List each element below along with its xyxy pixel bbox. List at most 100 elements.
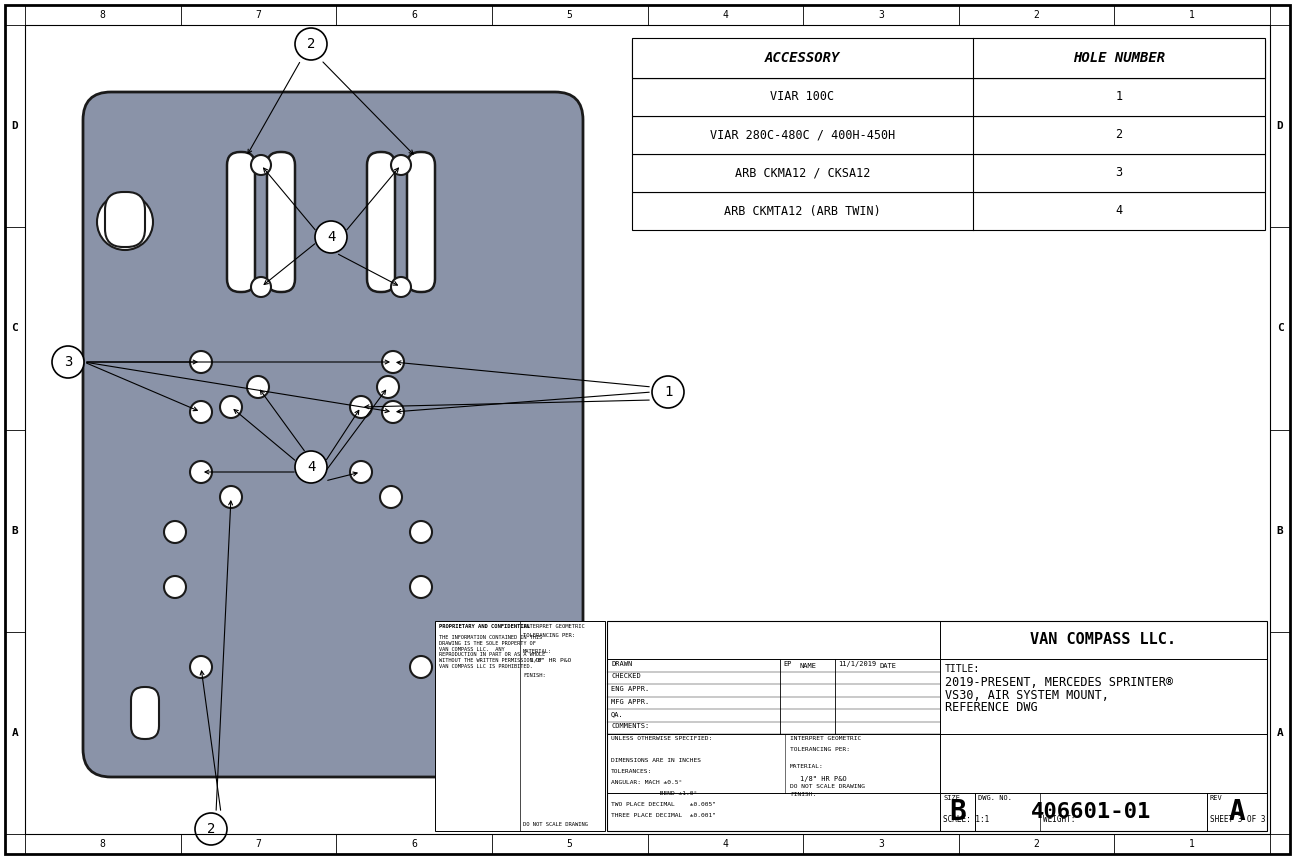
FancyBboxPatch shape <box>83 92 583 777</box>
Circle shape <box>97 194 153 250</box>
Text: NAME: NAME <box>799 663 816 669</box>
Text: ANGULAR: MACH ±0.5°: ANGULAR: MACH ±0.5° <box>611 780 682 785</box>
Text: B: B <box>12 526 18 536</box>
Circle shape <box>315 221 347 253</box>
Text: B: B <box>1277 526 1283 536</box>
Text: 4: 4 <box>723 839 728 849</box>
Text: SHEET 3 OF 3: SHEET 3 OF 3 <box>1210 814 1265 824</box>
Text: 1: 1 <box>1189 10 1195 20</box>
Text: SCALE: 1:1: SCALE: 1:1 <box>943 814 989 824</box>
Circle shape <box>190 656 212 678</box>
Text: COMMENTS:: COMMENTS: <box>611 723 649 729</box>
Text: 5: 5 <box>567 10 572 20</box>
Circle shape <box>377 376 399 398</box>
Text: 2: 2 <box>1115 129 1123 142</box>
Circle shape <box>411 576 433 598</box>
Text: 6: 6 <box>411 839 417 849</box>
Circle shape <box>382 401 404 423</box>
Text: 6: 6 <box>411 10 417 20</box>
Text: 4: 4 <box>307 460 315 474</box>
Text: INTERPRET GEOMETRIC: INTERPRET GEOMETRIC <box>523 624 585 629</box>
Bar <box>607 621 1267 831</box>
Circle shape <box>295 451 328 483</box>
Text: MATERIAL:: MATERIAL: <box>790 764 824 769</box>
Circle shape <box>379 486 401 508</box>
Circle shape <box>196 813 227 845</box>
Text: TITLE:: TITLE: <box>945 664 980 674</box>
FancyBboxPatch shape <box>407 152 435 292</box>
Circle shape <box>220 396 242 418</box>
Text: 406601-01: 406601-01 <box>1031 802 1151 822</box>
Text: TOLERANCES:: TOLERANCES: <box>611 769 653 774</box>
Text: 3: 3 <box>63 355 73 369</box>
Text: 8: 8 <box>100 839 106 849</box>
Circle shape <box>651 376 684 408</box>
Text: REV: REV <box>1210 795 1222 801</box>
Text: 5: 5 <box>567 839 572 849</box>
FancyBboxPatch shape <box>227 152 255 292</box>
FancyBboxPatch shape <box>105 192 145 247</box>
Bar <box>632 192 1265 230</box>
Circle shape <box>220 486 242 508</box>
Text: 7: 7 <box>255 10 262 20</box>
Text: 1: 1 <box>1189 839 1195 849</box>
Text: EP: EP <box>783 661 791 667</box>
Text: D: D <box>1277 121 1283 131</box>
Circle shape <box>251 155 271 175</box>
Circle shape <box>382 351 404 373</box>
Text: 1: 1 <box>1115 90 1123 103</box>
Circle shape <box>411 656 433 678</box>
Text: 2: 2 <box>207 822 215 836</box>
Circle shape <box>350 396 372 418</box>
Text: SIZE: SIZE <box>943 795 960 801</box>
Text: 3: 3 <box>878 10 884 20</box>
Text: VIAR 280C-480C / 400H-450H: VIAR 280C-480C / 400H-450H <box>710 129 895 142</box>
FancyBboxPatch shape <box>508 687 535 739</box>
FancyBboxPatch shape <box>267 152 295 292</box>
Text: ARB CKMTA12 (ARB TWIN): ARB CKMTA12 (ARB TWIN) <box>724 204 881 217</box>
Text: 8: 8 <box>100 10 106 20</box>
Text: CHECKED: CHECKED <box>611 673 641 679</box>
Bar <box>435 621 605 831</box>
Text: 2: 2 <box>1033 10 1040 20</box>
Circle shape <box>391 155 411 175</box>
Text: DO NOT SCALE DRAWING: DO NOT SCALE DRAWING <box>523 822 588 827</box>
Text: VAN COMPASS LLC.: VAN COMPASS LLC. <box>1031 632 1176 648</box>
Text: 3: 3 <box>878 839 884 849</box>
Circle shape <box>247 376 269 398</box>
FancyBboxPatch shape <box>366 152 395 292</box>
Text: DRAWN: DRAWN <box>611 661 632 667</box>
Text: B: B <box>949 798 966 826</box>
Bar <box>632 40 1265 78</box>
Text: VIAR 100C: VIAR 100C <box>771 90 834 103</box>
Text: 11/1/2019: 11/1/2019 <box>838 661 877 667</box>
FancyBboxPatch shape <box>131 687 159 739</box>
Circle shape <box>164 576 186 598</box>
Text: 4: 4 <box>1115 204 1123 217</box>
Text: FINISH:: FINISH: <box>790 792 816 797</box>
Text: 4: 4 <box>723 10 728 20</box>
Text: 3: 3 <box>1115 167 1123 180</box>
Text: BEND ±1.0°: BEND ±1.0° <box>611 791 697 796</box>
Text: A: A <box>1229 798 1246 826</box>
Text: DWG. NO.: DWG. NO. <box>978 795 1011 801</box>
Text: ARB CKMA12 / CKSA12: ARB CKMA12 / CKSA12 <box>734 167 870 180</box>
Text: TWO PLACE DECIMAL    ±0.005": TWO PLACE DECIMAL ±0.005" <box>611 802 716 807</box>
Text: INTERPRET GEOMETRIC: INTERPRET GEOMETRIC <box>790 736 861 741</box>
Text: TOLERANCING PER:: TOLERANCING PER: <box>790 747 850 752</box>
Text: A: A <box>12 728 18 738</box>
Text: WEIGHT:: WEIGHT: <box>1042 814 1075 824</box>
Bar <box>632 78 1265 116</box>
Text: ACCESSORY: ACCESSORY <box>765 51 840 65</box>
Text: THE INFORMATION CONTAINED IN THIS
DRAWING IS THE SOLE PROPERTY OF
VAN COMPASS LL: THE INFORMATION CONTAINED IN THIS DRAWIN… <box>439 635 545 669</box>
Text: HOLE NUMBER: HOLE NUMBER <box>1074 51 1166 65</box>
Text: THREE PLACE DECIMAL  ±0.001": THREE PLACE DECIMAL ±0.001" <box>611 813 716 818</box>
FancyBboxPatch shape <box>521 684 561 739</box>
Bar <box>632 38 1265 78</box>
Text: QA.: QA. <box>611 711 624 717</box>
Circle shape <box>391 277 411 297</box>
Text: D: D <box>12 121 18 131</box>
Circle shape <box>190 401 212 423</box>
Bar <box>632 154 1265 192</box>
Text: DO NOT SCALE DRAWING: DO NOT SCALE DRAWING <box>790 784 865 789</box>
